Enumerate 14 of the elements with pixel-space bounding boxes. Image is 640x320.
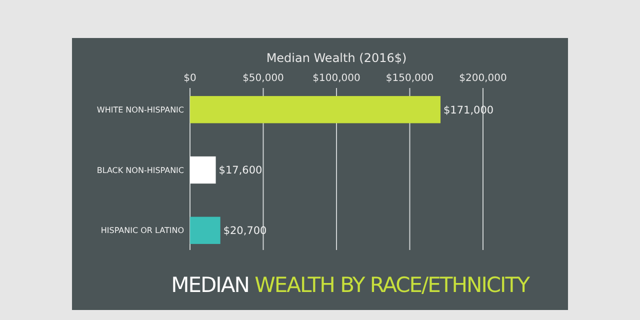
bar (190, 216, 220, 244)
y-tick-label: WHITE NON-HISPANIC (96, 105, 184, 114)
x-tick-label: $0 (184, 73, 196, 84)
x-tick-label: $100,000 (312, 73, 360, 84)
bar (190, 156, 216, 184)
x-tick-label: $50,000 (242, 73, 284, 84)
y-tick-label: BLACK NON-HISPANIC (96, 166, 184, 175)
x-axis-title: Median Wealth (2016$) (266, 51, 407, 65)
x-tick-label: $150,000 (386, 73, 434, 84)
x-tick-label: $200,000 (459, 73, 507, 84)
y-tick-label: HISPANIC OR LATINO (100, 226, 184, 236)
data-label: $17,600 (218, 164, 262, 177)
bar (190, 96, 441, 124)
text: MEDIAN WEALTH BY RACE/ETHNICITY (171, 273, 530, 297)
